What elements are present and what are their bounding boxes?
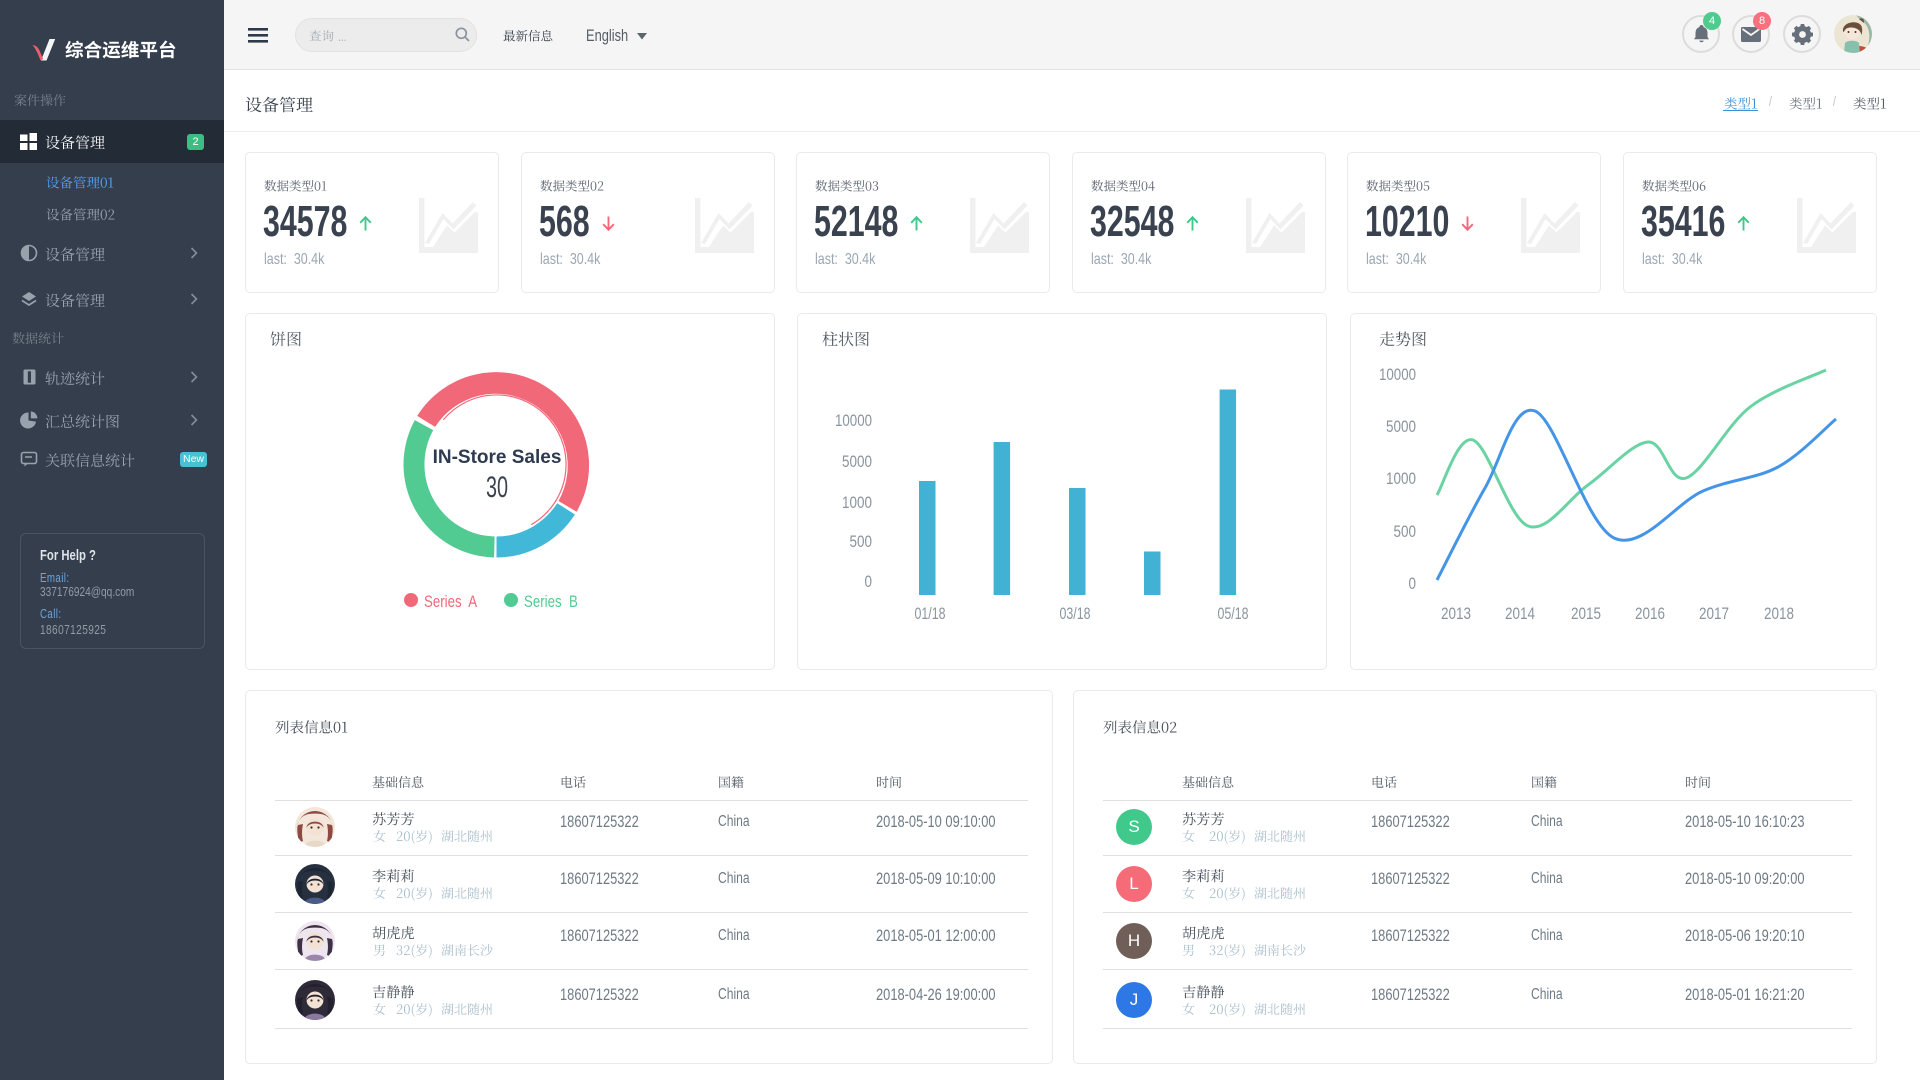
svg-text:1000: 1000	[1386, 470, 1416, 488]
svg-text:2018: 2018	[1764, 605, 1794, 623]
svg-text:0: 0	[1409, 575, 1417, 593]
svg-text:2017: 2017	[1699, 605, 1729, 623]
svg-text:5000: 5000	[842, 453, 872, 471]
svg-text:2013: 2013	[1441, 605, 1471, 623]
svg-text:0: 0	[865, 573, 873, 591]
svg-text:2014: 2014	[1505, 605, 1535, 623]
svg-text:01/18: 01/18	[915, 605, 946, 623]
svg-text:500: 500	[1394, 523, 1417, 541]
svg-text:2015: 2015	[1571, 605, 1601, 623]
svg-text:10000: 10000	[1379, 366, 1416, 384]
svg-text:1000: 1000	[842, 494, 872, 512]
svg-text:03/18: 03/18	[1060, 605, 1091, 623]
svg-text:2016: 2016	[1635, 605, 1665, 623]
svg-text:05/18: 05/18	[1218, 605, 1249, 623]
svg-text:10000: 10000	[835, 412, 872, 430]
svg-text:500: 500	[850, 533, 873, 551]
svg-text:5000: 5000	[1386, 418, 1416, 436]
